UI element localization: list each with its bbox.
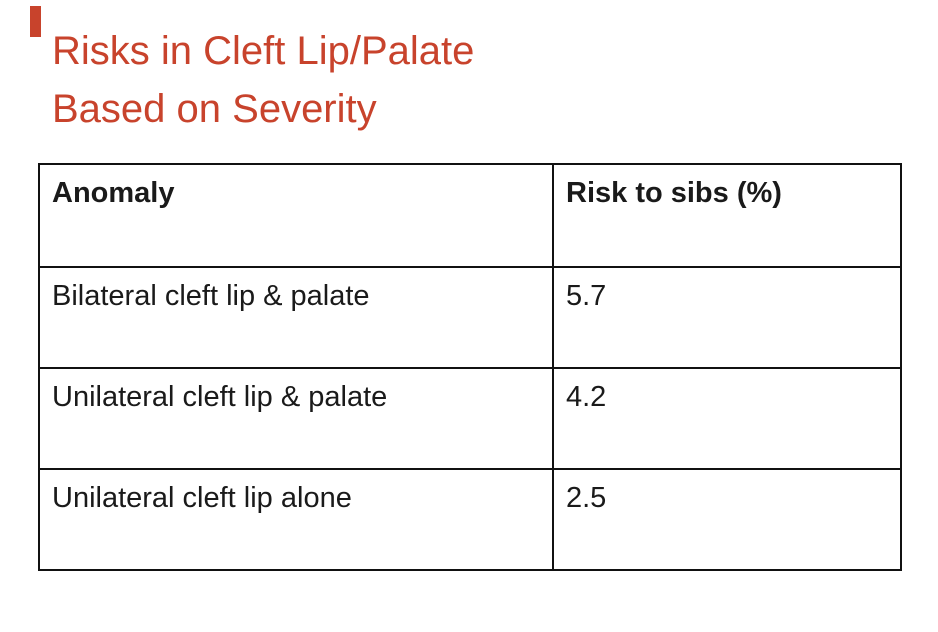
table-row: Unilateral cleft lip & palate 4.2 xyxy=(38,367,902,470)
cell-risk: 2.5 xyxy=(552,468,902,571)
header-risk-to-sibs: Risk to sibs (%) xyxy=(552,163,902,268)
table-row: Unilateral cleft lip alone 2.5 xyxy=(38,468,902,571)
table-header-row: Anomaly Risk to sibs (%) xyxy=(38,163,902,268)
slide-title: Risks in Cleft Lip/Palate Based on Sever… xyxy=(52,22,474,138)
risk-table: Anomaly Risk to sibs (%) Bilateral cleft… xyxy=(38,163,902,571)
header-anomaly: Anomaly xyxy=(38,163,554,268)
cell-anomaly: Unilateral cleft lip & palate xyxy=(38,367,554,470)
cell-risk: 4.2 xyxy=(552,367,902,470)
cell-risk: 5.7 xyxy=(552,266,902,369)
slide-title-line1: Risks in Cleft Lip/Palate xyxy=(52,29,475,73)
cell-anomaly: Bilateral cleft lip & palate xyxy=(38,266,554,369)
table-row: Bilateral cleft lip & palate 5.7 xyxy=(38,266,902,369)
cell-anomaly: Unilateral cleft lip alone xyxy=(38,468,554,571)
slide-title-line2: Based on Severity xyxy=(52,87,377,131)
slide-accent-bar xyxy=(30,6,41,37)
